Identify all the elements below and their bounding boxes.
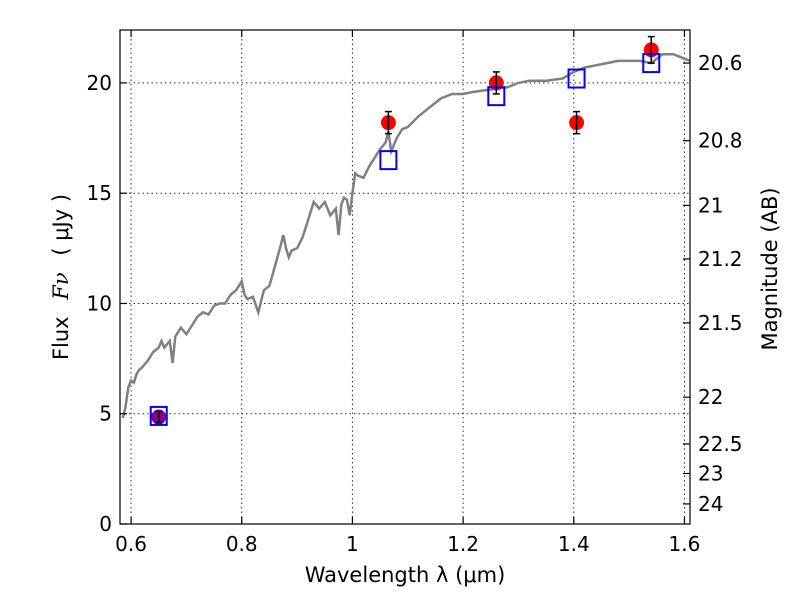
model-photometry-marker — [149, 405, 168, 426]
x-tick-label: 1 — [346, 532, 359, 556]
x-tick-label: 0.6 — [115, 532, 147, 556]
y2-tick-label: 20.6 — [698, 51, 743, 75]
photometry-points — [149, 35, 661, 426]
model-photometry-marker — [487, 86, 506, 107]
y-axis-label-text: Flux — [49, 316, 73, 360]
x-tick-label: 1.4 — [558, 532, 590, 556]
plot-frame — [119, 29, 691, 525]
model-photometry-marker — [379, 150, 398, 171]
model-spectrum-line — [121, 53, 691, 419]
y2-tick-label: 22.5 — [698, 432, 743, 456]
y2-tick-label: 21.5 — [698, 311, 743, 335]
x-tick-label: 1.6 — [669, 532, 701, 556]
plot-area — [121, 35, 691, 426]
model-photometry-marker — [567, 68, 586, 89]
y-axis-label-symbol: Fν — [49, 272, 73, 301]
y2-tick-label: 23 — [698, 461, 723, 485]
svg-text:Flux Fν ( μJy: Flux Fν ( μJy ) — [49, 194, 73, 360]
y2-tick-label: 20.8 — [698, 129, 743, 153]
y2-axis-label: Magnitude (AB) — [758, 187, 782, 350]
y-axis-label-unit: ( μJy ) — [49, 194, 73, 256]
y-tick-label: 15 — [87, 181, 112, 205]
x-tick-label: 0.8 — [226, 532, 258, 556]
y-axis-label: Flux Fν ( μJy ) — [49, 194, 73, 360]
y-tick-label: 20 — [87, 71, 112, 95]
model-photometry-marker — [642, 53, 661, 74]
y-tick-label: 10 — [87, 291, 112, 315]
y-tick-label: 0 — [99, 512, 112, 536]
y2-tick-label: 24 — [698, 492, 723, 516]
x-tick-label: 1.2 — [447, 532, 479, 556]
x-axis-label: Wavelength λ (μm) — [305, 563, 506, 587]
y2-tick-label: 22 — [698, 385, 723, 409]
y2-tick-label: 21 — [698, 193, 723, 217]
y-tick-label: 5 — [99, 402, 112, 426]
grid — [120, 30, 690, 525]
y2-tick-label: 21.2 — [698, 247, 743, 271]
axis-ticks: 0.6 0.8 1 1.2 1.4 1.6 0 5 10 15 20 20.6 20.8 21 21.2 21… — [87, 30, 743, 556]
